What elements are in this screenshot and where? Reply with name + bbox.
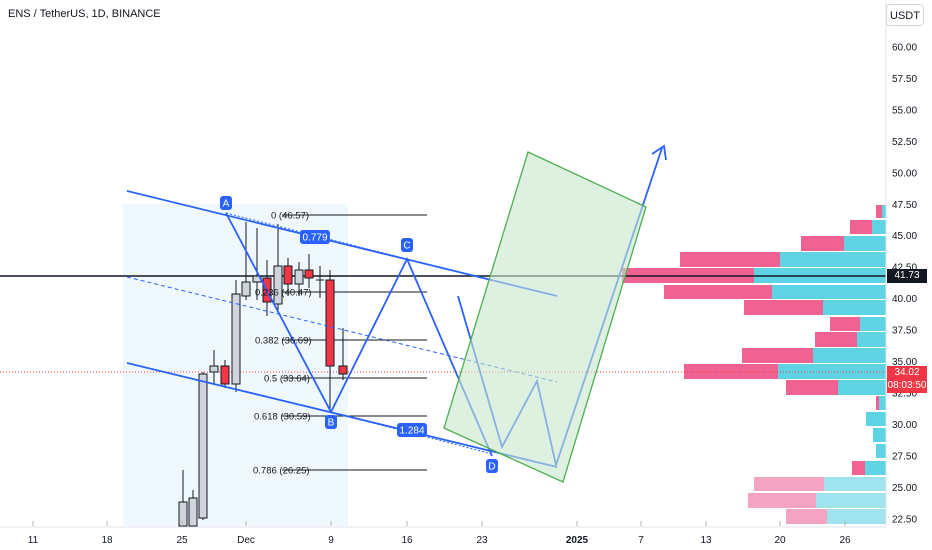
fib-level-label: 0 (46.57) bbox=[271, 211, 309, 222]
point-label-d: D bbox=[486, 459, 498, 473]
svg-text:0.779: 0.779 bbox=[302, 233, 327, 244]
point-label-c: C bbox=[401, 238, 413, 252]
point-label-b: B bbox=[325, 415, 337, 429]
symbol-title[interactable]: ENS / TetherUS, 1D, BINANCE bbox=[8, 8, 161, 20]
time-tick-label: 18 bbox=[101, 535, 113, 546]
price-tick-label: 60.00 bbox=[892, 43, 917, 54]
price-tick-label: 40.00 bbox=[892, 294, 917, 305]
price-tick-label: 22.50 bbox=[892, 514, 917, 525]
ratio-label: 1.284 bbox=[397, 423, 427, 437]
fib-level-label: 0.786 (26.25) bbox=[253, 466, 310, 477]
time-axis[interactable]: 11 18 25 Dec 9 16 23 2025 7 13 20 26 bbox=[0, 521, 886, 546]
price-tick-label: 30.00 bbox=[892, 420, 917, 431]
svg-text:1.284: 1.284 bbox=[399, 426, 424, 437]
last-price-tag: 34.02 bbox=[887, 366, 927, 380]
horizontal-line-price-tag: 41.73 bbox=[887, 269, 927, 283]
price-tick-label: 37.50 bbox=[892, 326, 917, 337]
ratio-labels: 0.779 1.284 bbox=[300, 230, 427, 437]
fib-level-label: 0.5 (33.64) bbox=[264, 374, 310, 385]
time-tick-label: 9 bbox=[328, 535, 334, 546]
price-tick-label: 52.50 bbox=[892, 137, 917, 148]
price-tick-label: 55.00 bbox=[892, 105, 917, 116]
time-tick-label: 23 bbox=[476, 535, 488, 546]
svg-text:B: B bbox=[328, 418, 335, 429]
arrow-head bbox=[651, 144, 667, 161]
svg-text:A: A bbox=[223, 199, 230, 210]
target-box[interactable] bbox=[443, 151, 647, 483]
candles bbox=[178, 222, 348, 527]
fib-level-label: 0.618 (30.59) bbox=[254, 412, 311, 423]
price-tick-label: 27.50 bbox=[892, 451, 917, 462]
time-tick-label: 7 bbox=[638, 535, 644, 546]
fib-level-label: 0.236 (40.47) bbox=[255, 288, 312, 299]
time-tick-label: 20 bbox=[774, 535, 786, 546]
time-tick-label: 25 bbox=[176, 535, 188, 546]
point-label-a: A bbox=[220, 196, 232, 210]
price-tick-label: 57.50 bbox=[892, 74, 917, 85]
price-tick-label: 45.00 bbox=[892, 231, 917, 242]
price-tick-label: 25.00 bbox=[892, 483, 917, 494]
ratio-label: 0.779 bbox=[300, 230, 330, 244]
time-tick-label: 2025 bbox=[566, 535, 589, 546]
price-tick-label: 42.50 bbox=[892, 263, 917, 274]
price-tick-label: 35.00 bbox=[892, 357, 917, 368]
price-tick-label: 47.50 bbox=[892, 200, 917, 211]
time-tick-label: Dec bbox=[237, 535, 255, 546]
price-axis[interactable]: 60.00 57.50 55.00 52.50 50.00 47.50 45.00 42.50… bbox=[885, 0, 917, 526]
pattern-point-labels: A B C D bbox=[220, 196, 498, 473]
time-tick-label: 13 bbox=[700, 535, 712, 546]
time-tick-label: 26 bbox=[839, 535, 851, 546]
price-tick-label: 50.00 bbox=[892, 168, 917, 179]
time-tick-label: 11 bbox=[28, 535, 39, 546]
price-tick-label: 32.50 bbox=[892, 388, 917, 399]
fib-level-label: 0.382 (36.69) bbox=[255, 336, 312, 347]
countdown-tag: 08:03:50 bbox=[887, 379, 927, 393]
abcd-pattern[interactable] bbox=[225, 212, 493, 457]
svg-text:D: D bbox=[488, 462, 495, 473]
currency-button[interactable]: USDT bbox=[886, 4, 924, 26]
time-tick-label: 16 bbox=[401, 535, 413, 546]
volume-profile bbox=[622, 205, 886, 524]
fib-lines[interactable] bbox=[282, 214, 427, 471]
fib-labels: 0 (46.57) 0.236 (40.47) 0.382 (36.69) 0.5 (… bbox=[253, 211, 312, 477]
svg-text:C: C bbox=[403, 241, 410, 252]
